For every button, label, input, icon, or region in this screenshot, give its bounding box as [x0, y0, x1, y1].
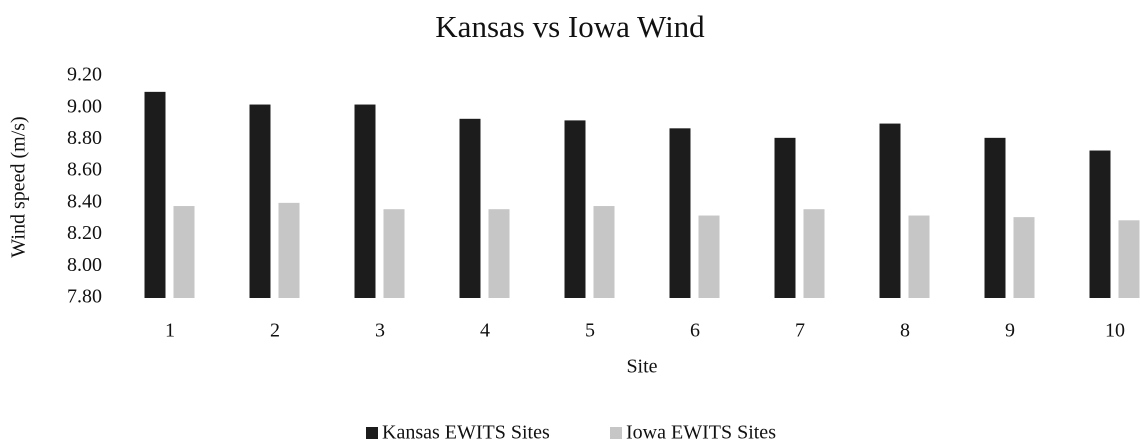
- bar: [354, 104, 376, 299]
- y-axis-label: Wind speed (m/s): [8, 116, 30, 257]
- y-tick-label: 7.80: [67, 286, 102, 308]
- bar: [564, 120, 586, 299]
- bar: [249, 104, 271, 299]
- y-tick-label: 8.60: [67, 159, 102, 181]
- legend-label: Kansas EWITS Sites: [382, 422, 550, 444]
- bar: [984, 137, 1006, 298]
- x-axis-label: Site: [626, 356, 657, 378]
- bar: [1013, 217, 1035, 298]
- bar: [383, 209, 405, 298]
- bar: [1089, 150, 1111, 298]
- x-tick-label: 5: [585, 320, 595, 342]
- legend-swatch: [610, 427, 622, 439]
- x-tick-label: 8: [900, 320, 910, 342]
- y-tick-label: 8.20: [67, 222, 102, 244]
- bar: [144, 91, 166, 298]
- bar: [278, 202, 300, 298]
- x-tick-label: 7: [795, 320, 805, 342]
- bar: [669, 128, 691, 298]
- x-tick-label: 4: [480, 320, 490, 342]
- bar: [488, 209, 510, 298]
- bar: [1118, 220, 1140, 298]
- y-tick-label: 9.00: [67, 95, 102, 117]
- legend-label: Iowa EWITS Sites: [626, 422, 776, 444]
- y-tick-label: 8.80: [67, 127, 102, 149]
- bar: [774, 137, 796, 298]
- chart-title: Kansas vs Iowa Wind: [435, 9, 705, 44]
- bar: [459, 118, 481, 298]
- bar: [803, 209, 825, 298]
- x-tick-label: 6: [690, 320, 700, 342]
- x-tick-label: 2: [270, 320, 280, 342]
- x-tick-label: 3: [375, 320, 385, 342]
- x-tick-label: 10: [1105, 320, 1125, 342]
- legend-swatch: [366, 427, 378, 439]
- bar: [879, 123, 901, 298]
- bar: [173, 206, 195, 298]
- x-tick-label: 9: [1005, 320, 1015, 342]
- bar: [593, 206, 615, 298]
- bar: [908, 215, 930, 298]
- x-tick-label: 1: [165, 320, 175, 342]
- y-tick-label: 8.40: [67, 190, 102, 212]
- y-tick-label: 8.00: [67, 254, 102, 276]
- y-tick-label: 9.20: [67, 64, 102, 86]
- bar: [698, 215, 720, 298]
